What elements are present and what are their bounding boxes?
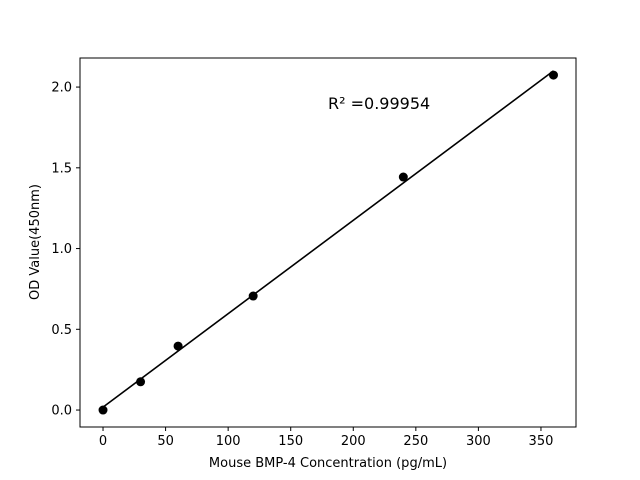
y-tick-label: 0.0 [51, 404, 72, 419]
data-point [398, 172, 408, 182]
x-tick-label: 300 [466, 434, 491, 449]
y-tick-label: 2.0 [51, 81, 72, 96]
data-point [248, 291, 258, 301]
x-tick-label: 0 [99, 434, 107, 449]
x-tick-label: 50 [157, 434, 174, 449]
x-tick-label: 150 [278, 434, 303, 449]
plot-frame [79, 57, 577, 428]
data-point [173, 341, 183, 351]
x-tick-label: 100 [216, 434, 241, 449]
y-tick-label: 1.0 [51, 242, 72, 257]
x-tick-label: 250 [403, 434, 428, 449]
data-point [548, 70, 558, 80]
data-point [98, 405, 108, 415]
x-tick-label: 350 [529, 434, 554, 449]
y-tick-label: 1.5 [51, 161, 72, 176]
r-squared-annotation: R² =0.99954 [328, 94, 430, 113]
x-tick-label: 200 [341, 434, 366, 449]
fit-line [102, 70, 554, 408]
x-axis-label: Mouse BMP-4 Concentration (pg/mL) [209, 456, 447, 471]
y-tick-label: 0.5 [51, 323, 72, 338]
data-point [136, 377, 146, 387]
y-axis-label: OD Value(450nm) [28, 184, 43, 300]
